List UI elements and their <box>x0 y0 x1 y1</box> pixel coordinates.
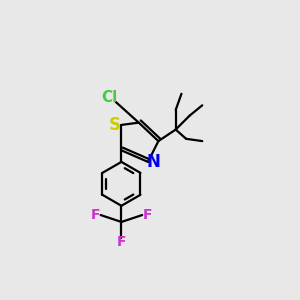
Text: F: F <box>142 208 152 222</box>
Text: F: F <box>117 235 126 249</box>
Text: F: F <box>91 208 100 222</box>
Text: Cl: Cl <box>101 90 117 105</box>
Text: S: S <box>109 116 121 134</box>
Text: N: N <box>146 153 160 171</box>
